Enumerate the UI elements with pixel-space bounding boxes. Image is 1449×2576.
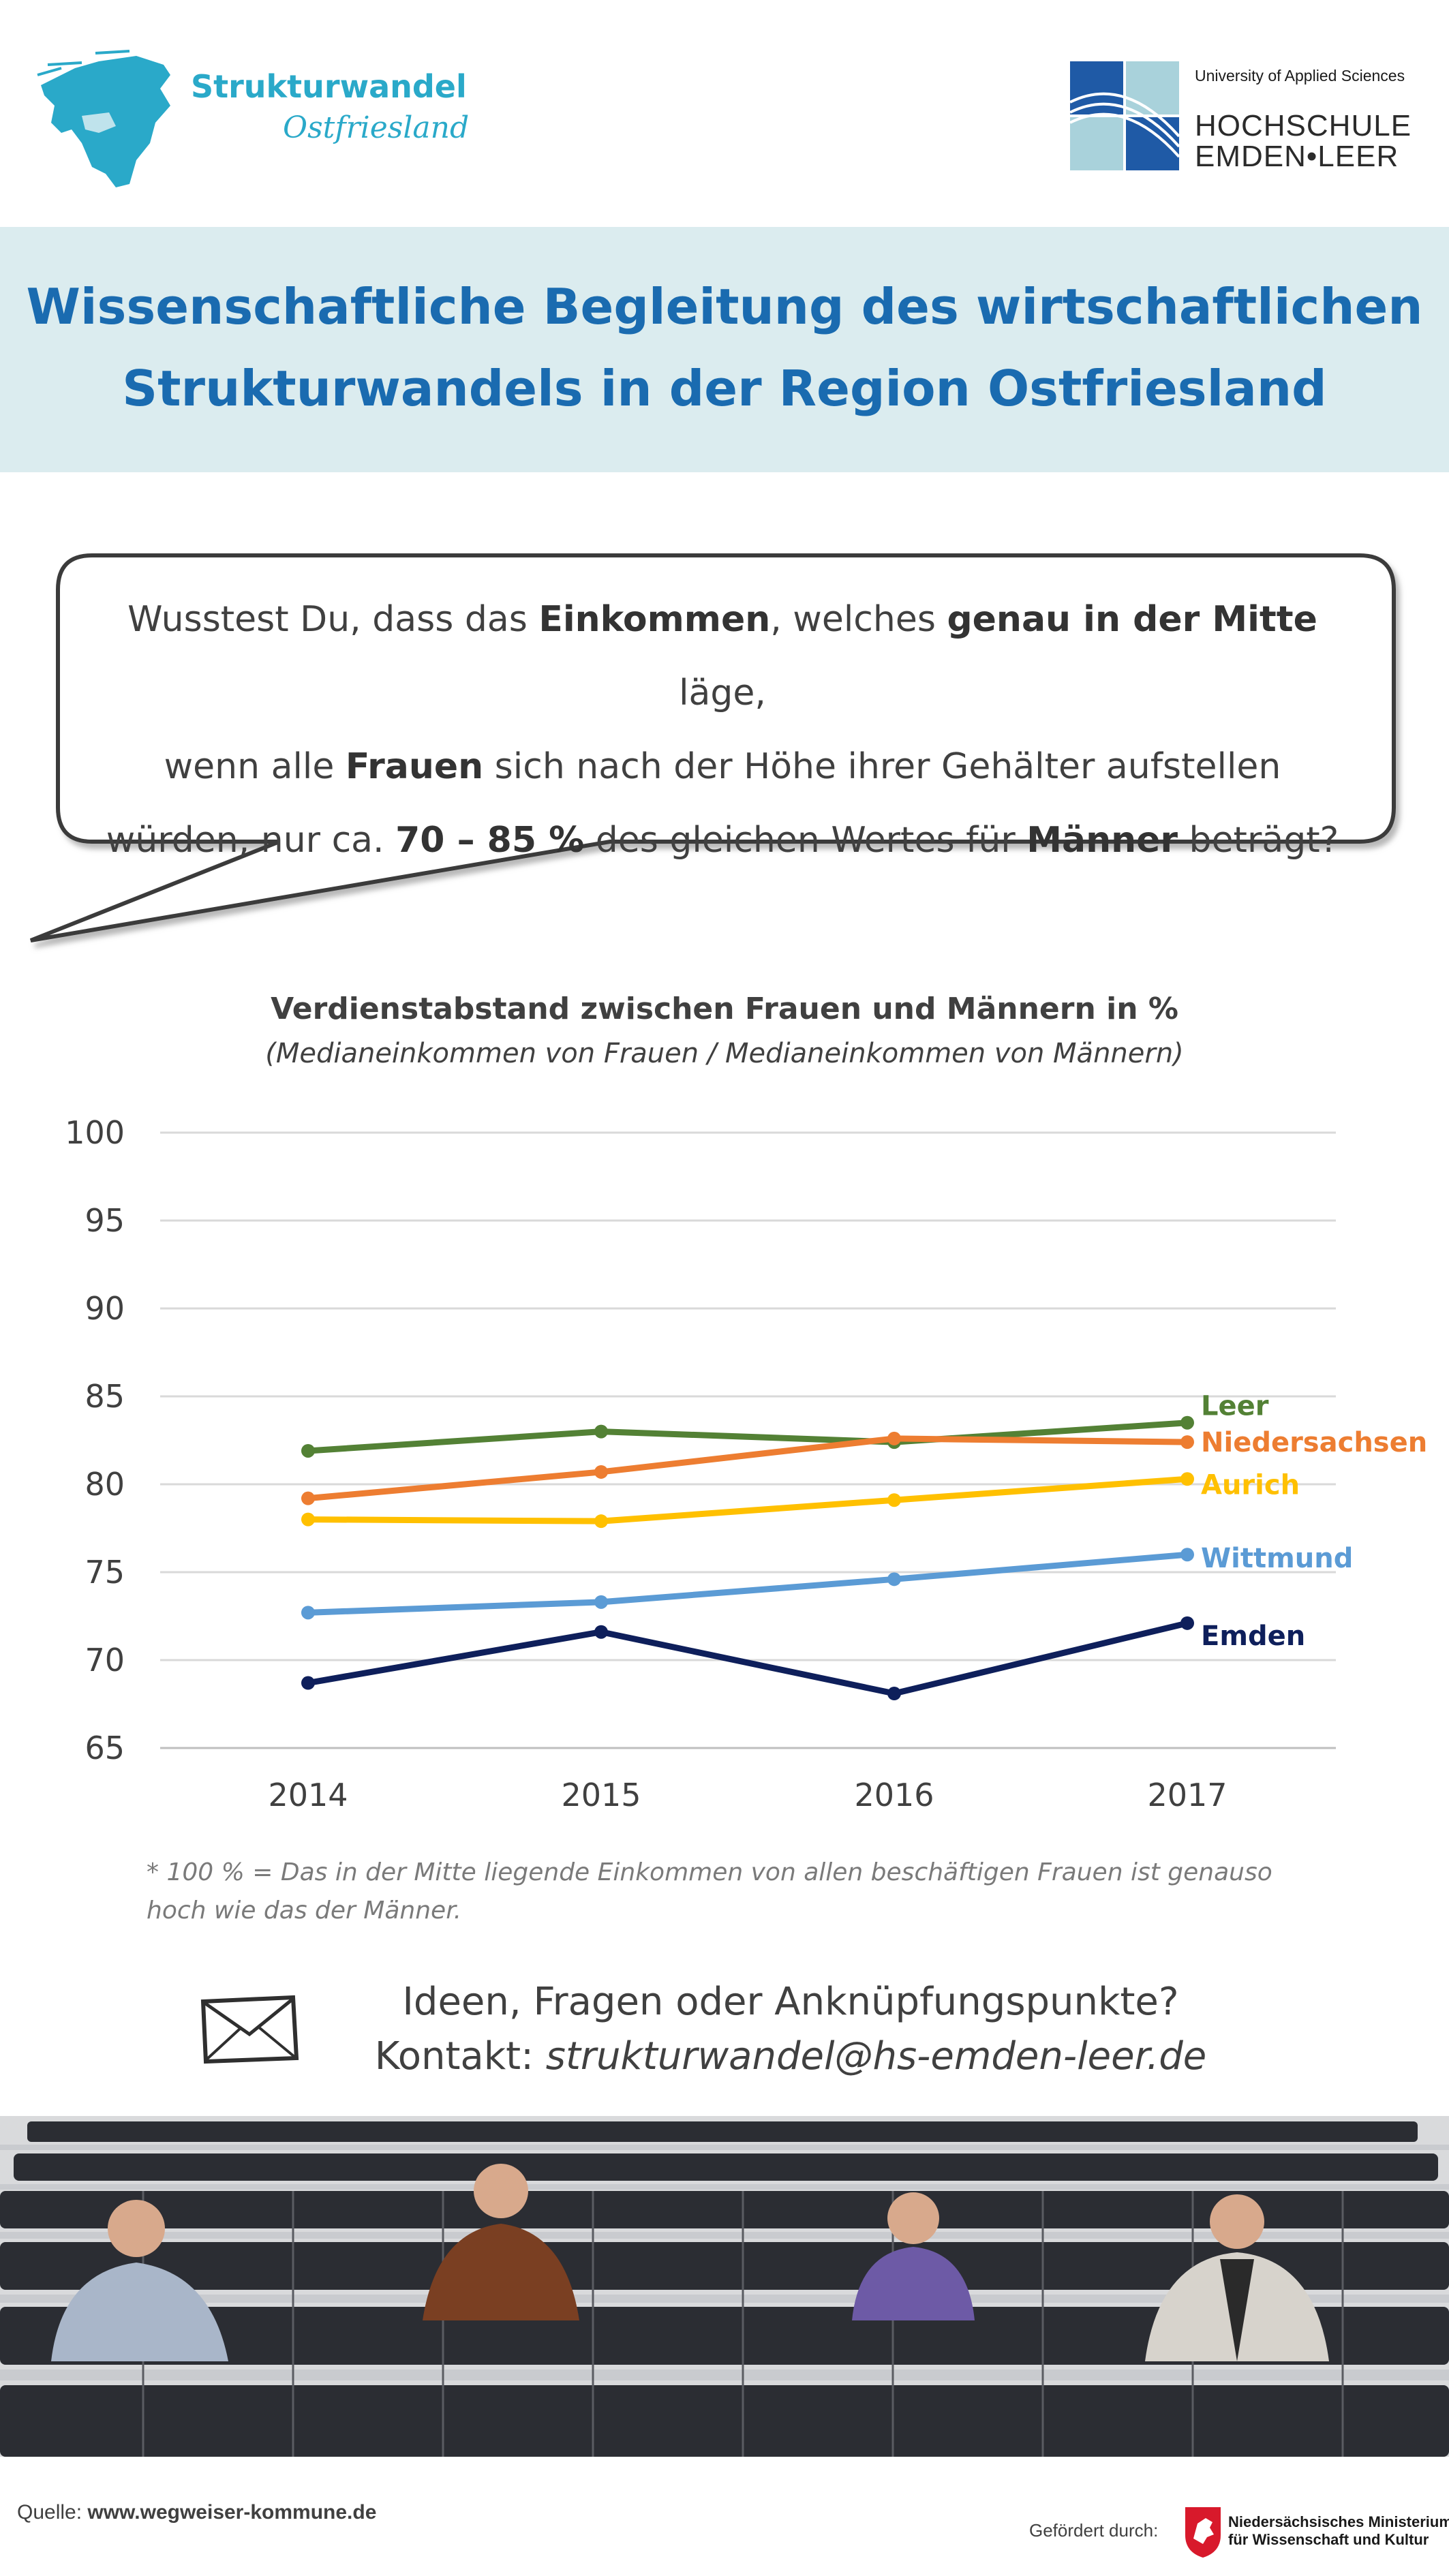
data-point [887,1572,901,1586]
brand-name: Strukturwandel [191,68,467,105]
bubble-question: Wusstest Du, dass das Einkommen, welches… [106,599,1339,861]
series-label: Wittmund [1201,1543,1353,1574]
data-point [301,1512,315,1527]
data-point [594,1595,608,1609]
series-emden: Emden [301,1616,1305,1701]
y-tick-label: 95 [85,1202,125,1239]
page-title-line2: Strukturwandels in der Region Ostfriesla… [122,360,1327,417]
data-point [887,1493,901,1507]
contact-email-link[interactable]: strukturwandel@hs-emden-leer.de [545,2034,1207,2079]
contact-question: Ideen, Fragen oder Anknüpfungspunkte? [402,1980,1179,2024]
source-note: Quelle: www.wegweiser-kommune.de [17,2501,377,2524]
line-chart: 100 95 90 85 80 75 70 65 2014 2015 2016 2017 Leer N… [65,1114,1427,1813]
data-point [594,1625,608,1639]
person-1 [51,2200,228,2361]
ministry-logo: Niedersächsisches Ministerium für Wissen… [1179,2501,1449,2569]
lower-saxony-crest-icon [1185,2507,1221,2558]
ministry-line2: für Wissenschaft und Kultur [1228,2531,1429,2548]
y-tick-label: 70 [85,1642,125,1678]
data-point [887,1431,901,1445]
y-tick-label: 100 [65,1114,125,1151]
page-title-line1: Wissenschaftliche Begleitung des wirtsch… [26,278,1423,335]
series-label: Emden [1201,1621,1305,1652]
person-3 [852,2192,975,2320]
chart-series: Leer Niedersachsen Aurich Wittmund Emden [301,1391,1427,1701]
chart-title: Verdienstabstand zwischen Frauen und Män… [271,992,1178,1026]
chart-gridlines [160,1131,1336,1749]
x-axis-ticks: 2014 2015 2016 2017 [268,1777,1227,1813]
y-tick-label: 75 [85,1554,125,1591]
data-point [301,1676,315,1690]
source-link[interactable]: www.wegweiser-kommune.de [87,2501,377,2524]
data-point [887,1687,901,1701]
series-aurich: Aurich [301,1469,1300,1529]
university-name-line1: HOCHSCHULE [1195,109,1412,142]
x-tick-label: 2017 [1147,1777,1227,1813]
funded-by-label: Gefördert durch: [1029,2520,1159,2541]
hochschule-logo: University of Applied Sciences HOCHSCHUL… [1070,61,1411,177]
data-point [1180,1472,1194,1486]
series-label: Aurich [1201,1469,1300,1501]
speech-bubble [29,553,1396,942]
person-4 [1145,2194,1329,2361]
x-tick-label: 2016 [854,1777,934,1813]
ministry-line1: Niedersächsisches Ministerium [1228,2513,1449,2530]
chart-footnote: * 100 % = Das in der Mitte liegende Eink… [147,1858,1272,1925]
data-point [1180,1548,1194,1562]
series-line [305,1475,1191,1524]
series-line [305,1435,1191,1502]
x-tick-label: 2015 [561,1777,641,1813]
strukturwandel-logo: Strukturwandel Ostfriesland [34,48,511,204]
series-label: Niedersachsen [1201,1427,1427,1458]
brand-region: Ostfriesland [283,110,470,145]
title-banner: Wissenschaftliche Begleitung des wirtsch… [0,227,1449,472]
ostfriesland-map-icon [37,50,170,187]
data-point [1180,1415,1194,1430]
data-point [594,1465,608,1479]
y-axis-ticks: 100 95 90 85 80 75 70 65 [65,1114,125,1766]
series-line [305,1620,1191,1697]
data-point [301,1606,315,1620]
y-tick-label: 65 [85,1730,125,1766]
y-tick-label: 85 [85,1378,125,1415]
series-label: Leer [1201,1391,1269,1422]
data-point [301,1443,315,1458]
y-tick-label: 80 [85,1466,125,1503]
contact-line: Kontakt: strukturwandel@hs-emden-leer.de [374,2034,1207,2079]
series-line [305,1420,1191,1454]
data-point [594,1514,608,1529]
team-photo [0,2116,1449,2457]
hochschule-emblem-icon [1070,61,1179,170]
data-point [1180,1616,1194,1630]
series-niedersachsen: Niedersachsen [301,1427,1427,1505]
data-point [594,1424,608,1439]
person-2 [423,2164,579,2320]
university-tagline: University of Applied Sciences [1195,67,1405,85]
envelope-icon [200,1995,299,2064]
series-wittmund: Wittmund [301,1543,1353,1620]
data-point [301,1491,315,1505]
data-point [1180,1435,1194,1450]
series-line [305,1551,1191,1616]
chart-subtitle: (Medianeinkommen von Frauen / Medianeink… [265,1038,1184,1069]
y-tick-label: 90 [85,1290,125,1327]
university-name-line2: EMDEN•LEER [1195,140,1399,173]
x-tick-label: 2014 [268,1777,348,1813]
series-leer: Leer [301,1391,1269,1458]
